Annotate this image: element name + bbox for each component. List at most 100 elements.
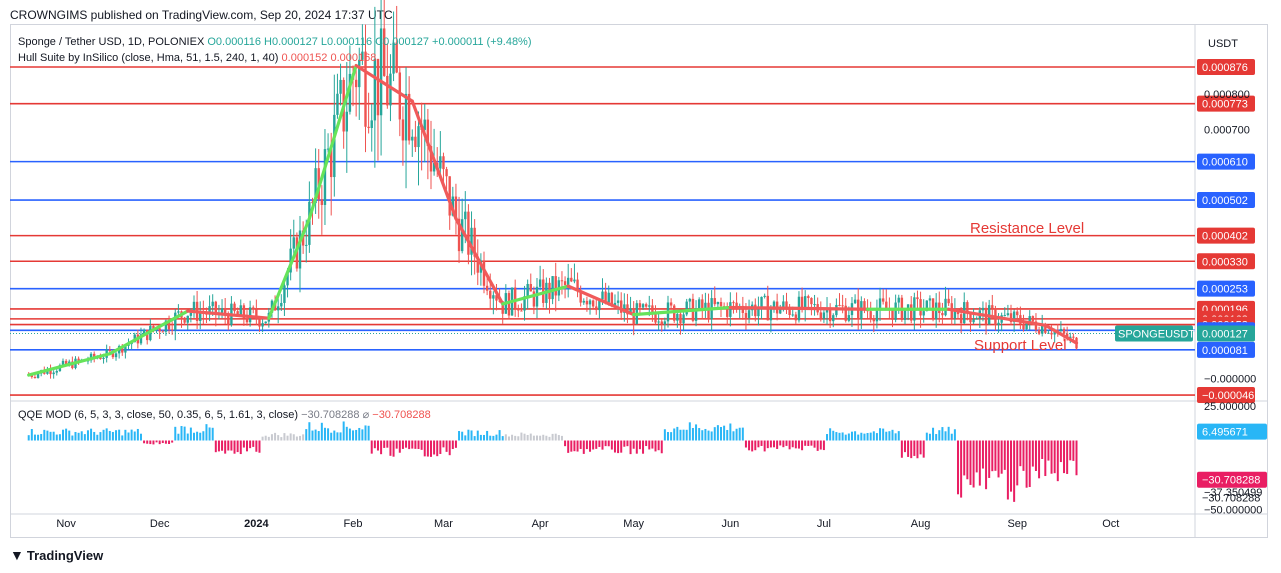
candle-body bbox=[513, 287, 517, 309]
qqe-bar bbox=[854, 431, 857, 441]
candle-body bbox=[906, 304, 910, 310]
qqe-bar bbox=[283, 433, 286, 441]
qqe-bar bbox=[289, 433, 292, 441]
qqe-bar bbox=[710, 431, 713, 441]
candle-body bbox=[49, 369, 52, 375]
candle-body bbox=[308, 201, 311, 245]
symbol-name[interactable]: Sponge / Tether USD, 1D, POLONIEX bbox=[18, 36, 205, 48]
qqe-bar bbox=[436, 440, 439, 457]
candle-body bbox=[336, 93, 339, 115]
candle-body bbox=[398, 72, 402, 120]
candle-body bbox=[620, 300, 623, 313]
candle-body bbox=[853, 299, 857, 304]
qqe-bar bbox=[782, 440, 785, 448]
qqe-bar bbox=[666, 432, 669, 441]
qqe-bar bbox=[514, 435, 517, 441]
qqe-bar bbox=[822, 440, 825, 451]
candle-body bbox=[485, 285, 489, 291]
candle-body bbox=[364, 51, 367, 127]
qqe-bar bbox=[875, 433, 878, 441]
price-tag-label: 0.000330 bbox=[1202, 256, 1248, 268]
candle-body bbox=[248, 307, 252, 323]
candle-body bbox=[591, 300, 595, 307]
candle-body bbox=[320, 199, 324, 205]
qqe-bar bbox=[589, 440, 592, 452]
price-tag-label: 0.000253 bbox=[1202, 284, 1248, 296]
qqe-bar bbox=[1056, 440, 1059, 482]
candle-body bbox=[276, 306, 280, 311]
qqe-bar bbox=[900, 440, 903, 458]
qqe-bar bbox=[850, 431, 853, 441]
candle-body bbox=[607, 292, 610, 303]
qqe-bar bbox=[963, 440, 966, 476]
candle-body bbox=[457, 218, 461, 252]
chart-frame[interactable] bbox=[10, 24, 1268, 538]
candle-body bbox=[186, 315, 189, 323]
candle-body bbox=[841, 305, 844, 307]
candle-body bbox=[467, 211, 470, 255]
candle-body bbox=[654, 313, 657, 323]
candle-body bbox=[114, 353, 118, 358]
price-tag bbox=[1197, 227, 1255, 244]
price-tag bbox=[1197, 387, 1255, 404]
qqe-bar bbox=[180, 426, 183, 441]
tradingview-brand[interactable]: TradingView bbox=[26, 547, 104, 563]
candle-body bbox=[529, 283, 532, 292]
qqe-bar bbox=[1075, 440, 1078, 476]
qqe-bar bbox=[221, 440, 224, 451]
price-tag bbox=[1197, 153, 1255, 170]
candle-body bbox=[1003, 315, 1006, 317]
qqe-bar bbox=[529, 433, 532, 441]
candle-body bbox=[261, 323, 264, 327]
hull-legend: Hull Suite by InSilico (close, Hma, 51, … bbox=[18, 52, 376, 64]
qqe-bar bbox=[748, 440, 751, 451]
candle-body bbox=[370, 120, 373, 129]
candle-body bbox=[283, 285, 286, 303]
qqe-bar bbox=[118, 429, 121, 441]
qqe-bar bbox=[701, 430, 704, 441]
candle-body bbox=[535, 286, 539, 307]
qqe-bar bbox=[916, 440, 919, 459]
candle-body bbox=[595, 306, 598, 311]
qqe-bar bbox=[1013, 440, 1016, 502]
candle-body bbox=[863, 301, 866, 311]
candle-body bbox=[676, 313, 679, 321]
candle-body bbox=[64, 360, 68, 365]
qqe-bar bbox=[336, 432, 339, 441]
qqe-bar bbox=[819, 440, 822, 450]
qqe-bar bbox=[607, 440, 610, 447]
candle-body bbox=[323, 149, 327, 205]
qqe-bar bbox=[40, 434, 43, 441]
hull-name[interactable]: Hull Suite by InSilico (close, Hma, 51, … bbox=[18, 52, 279, 64]
candle-body bbox=[997, 322, 1000, 325]
candle-body bbox=[629, 308, 632, 315]
qqe-bar bbox=[498, 430, 501, 441]
qqe-bar bbox=[214, 440, 217, 453]
candle-body bbox=[314, 168, 317, 204]
qqe-bar bbox=[635, 440, 638, 454]
qqe-bar bbox=[804, 440, 807, 446]
hull-segment bbox=[108, 309, 190, 356]
candle-body bbox=[726, 306, 729, 317]
qqe-bar bbox=[90, 428, 93, 441]
qqe-bar bbox=[339, 432, 342, 441]
candle-body bbox=[807, 296, 810, 299]
qqe-bar bbox=[174, 426, 177, 441]
qqe-bar bbox=[401, 440, 404, 449]
qqe-bar bbox=[841, 432, 844, 441]
candle-body bbox=[610, 292, 614, 306]
qqe-bar bbox=[383, 440, 386, 448]
qqe-bar bbox=[620, 440, 623, 453]
candle-body bbox=[1069, 336, 1072, 339]
candle-body bbox=[445, 169, 448, 177]
candle-body bbox=[744, 312, 748, 318]
candle-body bbox=[959, 314, 963, 324]
qqe-bar bbox=[872, 431, 875, 441]
qqe-name[interactable]: QQE MOD (6, 5, 3, 3, close, 50, 0.35, 6,… bbox=[18, 409, 299, 421]
qqe-bar bbox=[579, 440, 582, 449]
candle-body bbox=[124, 345, 127, 353]
candle-body bbox=[236, 311, 239, 315]
candle-body bbox=[794, 314, 798, 321]
candle-body bbox=[981, 307, 985, 311]
